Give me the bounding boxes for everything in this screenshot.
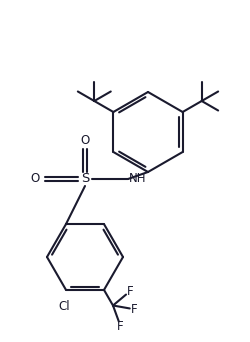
Text: O: O [30, 172, 40, 185]
Text: F: F [131, 303, 138, 316]
Text: S: S [81, 172, 89, 185]
Text: O: O [80, 133, 90, 146]
Text: NH: NH [129, 172, 146, 185]
Text: Cl: Cl [58, 300, 70, 313]
Text: F: F [117, 320, 124, 333]
Text: F: F [126, 285, 133, 298]
